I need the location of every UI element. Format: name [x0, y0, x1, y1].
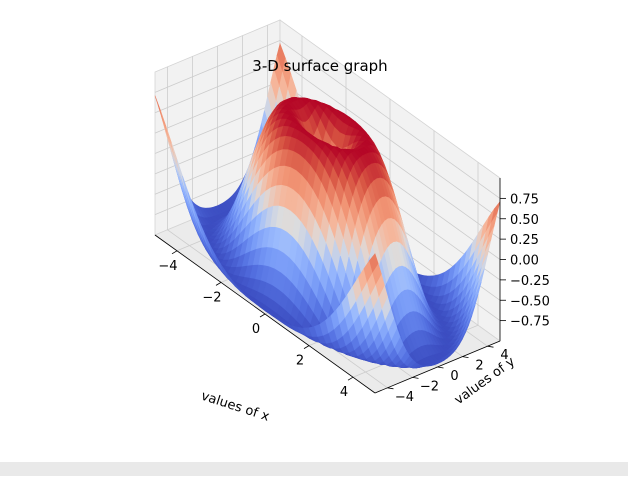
y-tick-mark: [412, 377, 419, 379]
y-tick-label: −4: [395, 390, 414, 405]
y-tick-mark: [387, 387, 394, 390]
z-tick-label: 0.25: [510, 233, 539, 248]
tick-marks: [171, 197, 506, 390]
chart-title: 3-D surface graph: [252, 57, 387, 75]
x-tick-label: 4: [340, 385, 348, 400]
z-tick-label: 0.00: [510, 254, 539, 269]
y-tick-mark: [487, 345, 494, 348]
z-tick-label: 0.75: [510, 192, 539, 207]
surface-patch: [369, 253, 379, 273]
x-tick-label: 2: [296, 354, 304, 369]
z-tick-label: −0.75: [510, 315, 550, 330]
y-tick-label: −2: [420, 379, 439, 394]
y-tick-label: 2: [475, 359, 483, 374]
y-tick-mark: [462, 356, 469, 358]
tick-labels: −4 −2 0 2 4 −4 −2 0 2 4 0.75 0.50 0.25 0.00 −0.25 −0.50…: [158, 192, 549, 404]
z-tick-label: 0.50: [510, 213, 539, 228]
x-axis-label: values of x: [199, 389, 271, 425]
x-tick-label: 0: [252, 322, 260, 337]
grid-line-z: [154, 39, 501, 199]
y-tick-label: 0: [450, 369, 458, 384]
y-tick-label: 4: [500, 348, 508, 363]
surface-mesh: [154, 42, 501, 369]
y-axis-label: values of y: [452, 354, 518, 408]
x-tick-mark: [171, 250, 178, 255]
x-tick-label: −2: [202, 290, 221, 305]
x-tick-mark: [347, 376, 354, 381]
z-tick-label: −0.25: [510, 274, 550, 289]
z-tick-label: −0.50: [510, 294, 550, 309]
x-tick-mark: [259, 313, 266, 318]
window-bottom-strip: [0, 462, 628, 476]
y-tick-mark: [437, 366, 444, 369]
x-tick-label: −4: [158, 259, 177, 274]
x-tick-mark: [303, 345, 310, 349]
x-tick-mark: [215, 282, 222, 286]
